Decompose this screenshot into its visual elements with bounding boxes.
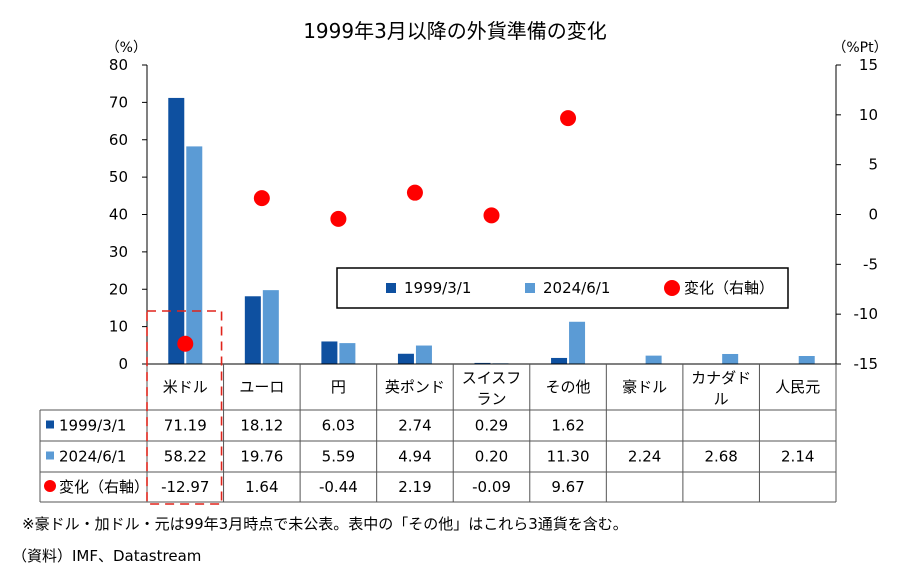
row-swatch bbox=[46, 420, 54, 429]
data-label: 0.29 bbox=[475, 417, 508, 435]
category-label: 米ドル bbox=[163, 378, 208, 396]
left-tick-label: 10 bbox=[109, 318, 128, 336]
data-label: 5.59 bbox=[322, 448, 355, 466]
row-swatch bbox=[46, 451, 54, 460]
category-label: ラン bbox=[476, 390, 506, 408]
bar-2024 bbox=[798, 356, 815, 364]
category-label: その他 bbox=[546, 378, 591, 396]
data-label: 19.76 bbox=[240, 448, 283, 466]
right-tick-label: -5 bbox=[863, 255, 878, 273]
data-label: 9.67 bbox=[551, 478, 584, 496]
data-label: 58.22 bbox=[164, 448, 207, 466]
legend-label: 2024/6/1 bbox=[543, 279, 610, 297]
left-tick-label: 80 bbox=[109, 56, 128, 74]
bar-1999 bbox=[474, 362, 491, 364]
reserve-chart: 1999年3月以降の外貨準備の変化（%） （%Pt）010203040506070… bbox=[39, 19, 888, 505]
data-label: 1.62 bbox=[551, 417, 584, 435]
legend-marker bbox=[664, 280, 680, 296]
change-point bbox=[560, 110, 577, 127]
legend-box bbox=[336, 267, 789, 309]
data-label: 11.30 bbox=[547, 448, 590, 466]
bar-1999 bbox=[551, 357, 568, 364]
row-label: 2024/6/1 bbox=[59, 448, 126, 466]
category-label: 人民元 bbox=[775, 378, 820, 396]
data-label: 2.24 bbox=[628, 448, 661, 466]
left-tick-label: 30 bbox=[109, 243, 128, 261]
change-point bbox=[177, 335, 194, 352]
bar-1999 bbox=[168, 97, 185, 365]
right-tick-label: 5 bbox=[868, 156, 878, 174]
bar-1999 bbox=[321, 341, 338, 364]
legend-swatch bbox=[386, 283, 396, 293]
bar-2024 bbox=[262, 290, 279, 364]
data-label: -0.09 bbox=[472, 478, 511, 496]
category-label: 円 bbox=[331, 378, 346, 396]
right-tick-label: -10 bbox=[854, 305, 879, 323]
data-label: 2.68 bbox=[704, 448, 737, 466]
footnote: ※豪ドル・加ドル・元は99年3月時点で未公表。表中の「その他」はこれら3通貨を含… bbox=[22, 515, 628, 533]
data-label: -0.44 bbox=[319, 478, 358, 496]
data-label: 2.14 bbox=[781, 448, 814, 466]
data-label: -12.97 bbox=[161, 478, 209, 496]
category-label: 英ポンド bbox=[385, 378, 445, 396]
source-note: （資料）IMF、Datastream bbox=[12, 547, 202, 565]
bar-1999 bbox=[244, 296, 261, 364]
bar-2024 bbox=[722, 353, 739, 364]
category-label: ユーロ bbox=[239, 378, 284, 396]
left-tick-label: 0 bbox=[118, 355, 128, 373]
bar-2024 bbox=[645, 355, 662, 364]
data-label: 71.19 bbox=[164, 417, 207, 435]
change-point bbox=[483, 207, 500, 224]
category-label: ル bbox=[714, 390, 729, 408]
right-tick-label: -15 bbox=[854, 355, 879, 373]
bar-1999 bbox=[397, 353, 414, 364]
row-label: 1999/3/1 bbox=[59, 417, 126, 435]
bar-2024 bbox=[569, 321, 586, 364]
bar-2024 bbox=[186, 146, 203, 364]
category-label: スイスフ bbox=[462, 369, 522, 387]
left-tick-label: 20 bbox=[109, 280, 128, 298]
data-label: 4.94 bbox=[398, 448, 431, 466]
change-point bbox=[406, 184, 423, 201]
bar-2024 bbox=[415, 345, 432, 364]
data-label: 2.19 bbox=[398, 478, 431, 496]
legend-label: 変化（右軸） bbox=[684, 279, 774, 297]
legend-swatch bbox=[525, 283, 535, 293]
chart-title: 1999年3月以降の外貨準備の変化 bbox=[303, 19, 607, 43]
data-label: 2.74 bbox=[398, 417, 431, 435]
change-point bbox=[253, 190, 270, 207]
left-axis-unit: （%） bbox=[106, 40, 147, 56]
left-tick-label: 40 bbox=[109, 206, 128, 224]
left-tick-label: 70 bbox=[109, 93, 128, 111]
category-label: カナダド bbox=[691, 369, 751, 387]
left-tick-label: 50 bbox=[109, 168, 128, 186]
category-label: 豪ドル bbox=[622, 378, 667, 396]
highlight-box bbox=[146, 310, 223, 505]
right-tick-label: 0 bbox=[868, 206, 878, 224]
data-label: 0.20 bbox=[475, 448, 508, 466]
left-tick-label: 60 bbox=[109, 131, 128, 149]
data-label: 1.64 bbox=[245, 478, 278, 496]
change-point bbox=[330, 210, 347, 227]
data-label: 6.03 bbox=[322, 417, 355, 435]
legend-label: 1999/3/1 bbox=[404, 279, 471, 297]
bar-2024 bbox=[339, 343, 356, 364]
row-label: 変化（右軸） bbox=[59, 478, 149, 496]
right-tick-label: 10 bbox=[859, 106, 878, 124]
right-axis-unit: （%Pt） bbox=[832, 40, 887, 56]
right-tick-label: 15 bbox=[859, 56, 878, 74]
row-marker bbox=[44, 480, 56, 492]
data-label: 18.12 bbox=[240, 417, 283, 435]
